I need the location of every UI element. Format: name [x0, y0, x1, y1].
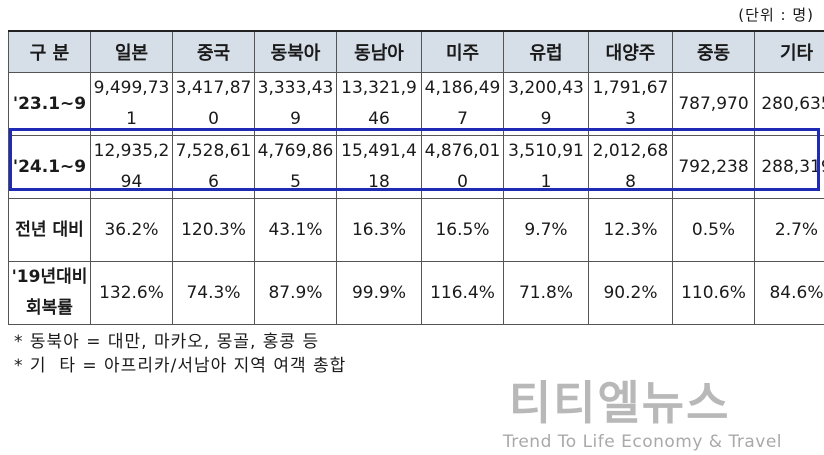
table-cell: 3,333,439 [254, 72, 337, 136]
header-cell: 중국 [172, 30, 255, 73]
header-cell: 동북아 [254, 30, 337, 73]
table-row: 전년 대비 36.2% 120.3% 43.1% 16.3% 16.5% 9.7… [8, 198, 824, 262]
watermark-logo: 티티엘뉴스 Trend To Life Economy & Travel [503, 378, 782, 452]
header-cell: 구 분 [8, 30, 91, 73]
table-cell: 9,499,731 [90, 72, 173, 136]
table-cell: 1,791,673 [588, 72, 673, 136]
table-cell: 3,200,439 [503, 72, 589, 136]
table-cell: 16.3% [336, 198, 422, 262]
logo-name: 티티엘뉴스 [508, 376, 731, 430]
table-cell: 99.9% [336, 261, 422, 325]
unit-label: (단위 : 명) [738, 6, 814, 24]
table-cell: 15,491,418 [336, 135, 422, 199]
logo-tagline: Trend To Life Economy & Travel [502, 432, 782, 452]
table-cell: 36.2% [90, 198, 173, 262]
table-cell: 12,935,294 [90, 135, 173, 199]
header-cell: 미주 [421, 30, 504, 73]
table-cell: 7,528,616 [172, 135, 255, 199]
table-row: '24.1~9 12,935,294 7,528,616 4,769,865 1… [8, 135, 824, 199]
table-cell: 280,635 [754, 72, 824, 136]
table-cell: 16.5% [421, 198, 504, 262]
table-cell: 74.3% [172, 261, 255, 325]
table-cell: 43.1% [254, 198, 337, 262]
header-cell: 일본 [90, 30, 173, 73]
row-label: '23.1~9 [8, 72, 91, 136]
footnotes: * 동북아 = 대만, 마카오, 몽골, 홍콩 등 * 기 타 = 아프리카/서… [14, 330, 346, 378]
footnote: * 동북아 = 대만, 마카오, 몽골, 홍콩 등 [14, 332, 320, 352]
table-cell: 9.7% [503, 198, 589, 262]
table-cell: 110.6% [672, 261, 755, 325]
table-cell: 84.6% [754, 261, 824, 325]
table-row: '23.1~9 9,499,731 3,417,870 3,333,439 13… [8, 72, 824, 136]
header-cell: 대양주 [588, 30, 673, 73]
table-cell: 4,876,010 [421, 135, 504, 199]
header-cell: 동남아 [336, 30, 422, 73]
header-cell: 유럽 [503, 30, 589, 73]
passenger-stats-table: 구 분 일본 중국 동북아 동남아 미주 유럽 대양주 중동 기타 '23.1~… [8, 30, 824, 325]
table-cell: 120.3% [172, 198, 255, 262]
table-cell: 2,012,688 [588, 135, 673, 199]
table-cell: 87.9% [254, 261, 337, 325]
table-cell: 116.4% [421, 261, 504, 325]
table-cell: 2.7% [754, 198, 824, 262]
table-cell: 3,417,870 [172, 72, 255, 136]
table-cell: 4,186,497 [421, 72, 504, 136]
table-cell: 132.6% [90, 261, 173, 325]
table-cell: 792,238 [672, 135, 755, 199]
row-label: 전년 대비 [8, 198, 91, 262]
table-cell: 0.5% [672, 198, 755, 262]
table-header-row: 구 분 일본 중국 동북아 동남아 미주 유럽 대양주 중동 기타 [8, 30, 824, 73]
table-cell: 12.3% [588, 198, 673, 262]
header-cell: 중동 [672, 30, 755, 73]
table-cell: 787,970 [672, 72, 755, 136]
row-label: '24.1~9 [8, 135, 91, 199]
table-cell: 71.8% [503, 261, 589, 325]
table-cell: 13,321,946 [336, 72, 422, 136]
table-row: '19년대비 회복률 132.6% 74.3% 87.9% 99.9% 116.… [8, 261, 824, 325]
row-label: '19년대비 회복률 [8, 261, 91, 325]
table-cell: 90.2% [588, 261, 673, 325]
footnote: * 기 타 = 아프리카/서남아 지역 여객 총합 [14, 356, 347, 376]
header-cell: 기타 [754, 30, 824, 73]
table-cell: 288,319 [754, 135, 824, 199]
table-cell: 4,769,865 [254, 135, 337, 199]
table-cell: 3,510,911 [503, 135, 589, 199]
